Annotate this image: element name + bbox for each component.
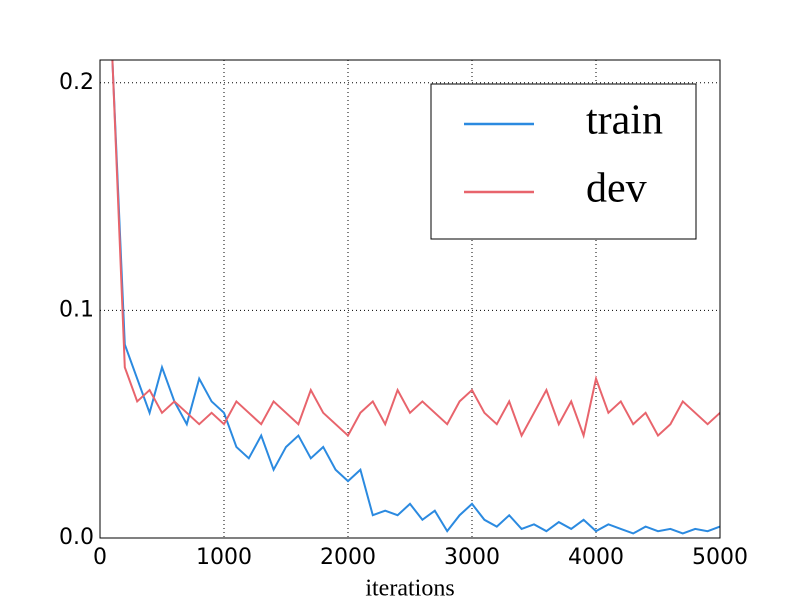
line-series	[111, 60, 720, 440]
legend-label: dev	[586, 166, 647, 212]
legend-label: train	[586, 98, 663, 144]
x-axis-label: iterations	[365, 576, 454, 601]
y-tick-label: 0.2	[59, 70, 94, 95]
y-tick-label: 0.0	[59, 525, 94, 550]
x-tick-label: 0	[93, 545, 107, 570]
x-tick-label: 2000	[320, 545, 376, 570]
legend-box	[430, 83, 697, 240]
x-tick-label: 1000	[196, 545, 252, 570]
x-tick-label: 5000	[692, 545, 748, 570]
y-tick-label: 0.1	[59, 297, 94, 322]
x-tick-label: 3000	[444, 545, 500, 570]
plot-frame	[99, 59, 721, 539]
x-tick-label: 4000	[568, 545, 624, 570]
line-series	[111, 60, 720, 535]
